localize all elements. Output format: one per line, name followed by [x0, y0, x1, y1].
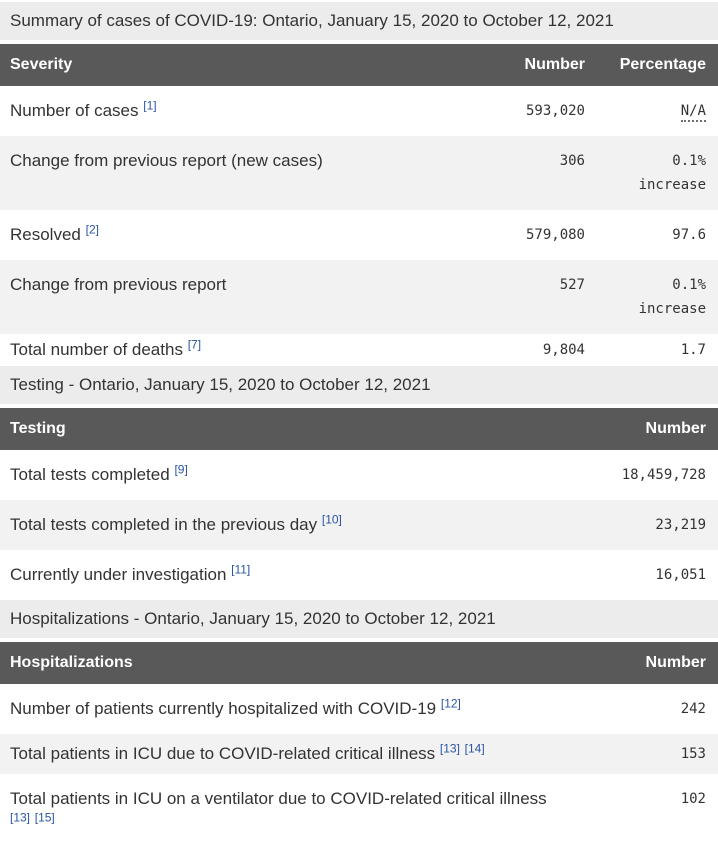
row-label-text: Total tests completed [10, 465, 170, 484]
row-label-text: Currently under investigation [10, 565, 227, 584]
footnote-superscript: [1] [143, 98, 156, 112]
row-label: Change from previous report [0, 260, 433, 334]
row-label: Currently under investigation [11] [0, 550, 573, 600]
footnote-superscript: [13] [440, 741, 460, 755]
footnote-link[interactable]: [10] [321, 512, 342, 527]
percentage-value: 0.1% increase [638, 277, 706, 317]
footnote-link[interactable]: [14] [464, 741, 485, 756]
row-label: Change from previous report (new cases) [0, 136, 433, 210]
table-row: Total number of deaths [7] 9,804 1.7 [0, 334, 718, 366]
na-abbreviation: N/A [680, 103, 706, 122]
table-row: Number of cases [1] 593,020 N/A [0, 86, 718, 136]
hospitalizations-section: Hospitalizations - Ontario, January 15, … [0, 600, 718, 848]
table-row: Resolved [2] 579,080 97.6 [0, 210, 718, 260]
footnote-link[interactable]: [7] [187, 337, 202, 352]
column-header-number: Number [573, 642, 718, 684]
severity-table: Severity Number Percentage Number of cas… [0, 44, 718, 366]
number-value: 18,459,728 [621, 467, 706, 483]
hospitalizations-table: Hospitalizations Number Number of patien… [0, 642, 718, 848]
table-row: Total patients in ICU on a ventilator du… [0, 774, 718, 848]
number-value: 16,051 [655, 567, 706, 583]
testing-table: Testing Number Total tests completed [9]… [0, 408, 718, 600]
table-row: Currently under investigation [11] 16,051 [0, 550, 718, 600]
row-label: Total number of deaths [7] [0, 334, 433, 366]
row-label: Total tests completed in the previous da… [0, 500, 573, 550]
hospitalizations-table-caption: Hospitalizations - Ontario, January 15, … [0, 600, 718, 638]
row-label: Resolved [2] [0, 210, 433, 260]
number-value: 593,020 [525, 103, 585, 119]
number-value: 102 [680, 791, 706, 807]
percentage-value: 97.6 [672, 227, 706, 243]
table-row: Total tests completed [9] 18,459,728 [0, 450, 718, 500]
footnote-link[interactable]: [13] [439, 741, 460, 756]
footnote-superscript: [10] [322, 512, 342, 526]
hospitalizations-header-row: Hospitalizations Number [0, 642, 718, 684]
table-row: Total tests completed in the previous da… [0, 500, 718, 550]
number-value: 23,219 [655, 517, 706, 533]
row-label-text: Number of cases [10, 101, 139, 120]
number-value: 579,080 [525, 227, 585, 243]
table-row: Number of patients currently hospitalize… [0, 684, 718, 734]
column-header-number: Number [433, 44, 585, 86]
column-header-testing: Testing [0, 408, 573, 450]
row-label: Number of cases [1] [0, 86, 433, 136]
row-label: Number of patients currently hospitalize… [0, 684, 573, 734]
footnote-superscript: [7] [188, 337, 201, 351]
row-label-text: Resolved [10, 225, 81, 244]
row-label: Total tests completed [9] [0, 450, 573, 500]
row-label-text: Total patients in ICU on a ventilator du… [10, 789, 547, 808]
table-row: Change from previous report (new cases) 3… [0, 136, 718, 210]
severity-section: Summary of cases of COVID-19: Ontario, J… [0, 2, 718, 366]
footnote-superscript: [13] [10, 810, 30, 824]
row-label-text: Total patients in ICU due to COVID-relat… [10, 744, 436, 763]
footnote-superscript: [9] [174, 462, 187, 476]
footnote-link[interactable]: [2] [85, 222, 99, 237]
number-value: 242 [680, 701, 706, 717]
row-label: Total patients in ICU on a ventilator du… [0, 774, 573, 848]
footnote-superscript: [11] [231, 562, 250, 576]
percentage-value: 0.1% increase [638, 153, 706, 193]
number-value: 153 [680, 746, 706, 762]
percentage-value: N/A [585, 86, 718, 136]
column-header-number: Number [573, 408, 718, 450]
footnote-link[interactable]: [15] [34, 810, 55, 825]
row-label-text: Number of patients currently hospitalize… [10, 699, 437, 718]
testing-header-row: Testing Number [0, 408, 718, 450]
footnote-link[interactable]: [9] [174, 462, 188, 477]
row-label: Total patients in ICU due to COVID-relat… [0, 734, 573, 774]
number-value: 9,804 [542, 342, 585, 358]
table-row: Change from previous report 527 0.1% incre… [0, 260, 718, 334]
severity-header-row: Severity Number Percentage [0, 44, 718, 86]
testing-section: Testing - Ontario, January 15, 2020 to O… [0, 366, 718, 600]
footnote-superscript: [15] [35, 810, 55, 824]
row-label-text: Total tests completed in the previous da… [10, 515, 318, 534]
footnote-link[interactable]: [13] [10, 810, 31, 825]
percentage-value: 1.7 [680, 342, 706, 358]
testing-table-caption: Testing - Ontario, January 15, 2020 to O… [0, 366, 718, 404]
column-header-severity: Severity [0, 44, 433, 86]
footnote-link[interactable]: [11] [231, 562, 251, 577]
table-row: Total patients in ICU due to COVID-relat… [0, 734, 718, 774]
footnote-superscript: [14] [465, 741, 485, 755]
footnote-link[interactable]: [12] [440, 696, 461, 711]
number-value: 527 [559, 277, 585, 293]
column-header-hospitalizations: Hospitalizations [0, 642, 573, 684]
number-value: 306 [559, 153, 585, 169]
severity-table-caption: Summary of cases of COVID-19: Ontario, J… [0, 2, 718, 40]
footnote-link[interactable]: [1] [143, 98, 157, 113]
row-label-text: Total number of deaths [10, 340, 183, 359]
footnote-superscript: [2] [86, 222, 99, 236]
row-label-text: Change from previous report [10, 275, 227, 294]
row-label-text: Change from previous report (new cases) [10, 151, 323, 170]
footnote-superscript: [12] [441, 696, 461, 710]
column-header-percentage: Percentage [585, 44, 718, 86]
